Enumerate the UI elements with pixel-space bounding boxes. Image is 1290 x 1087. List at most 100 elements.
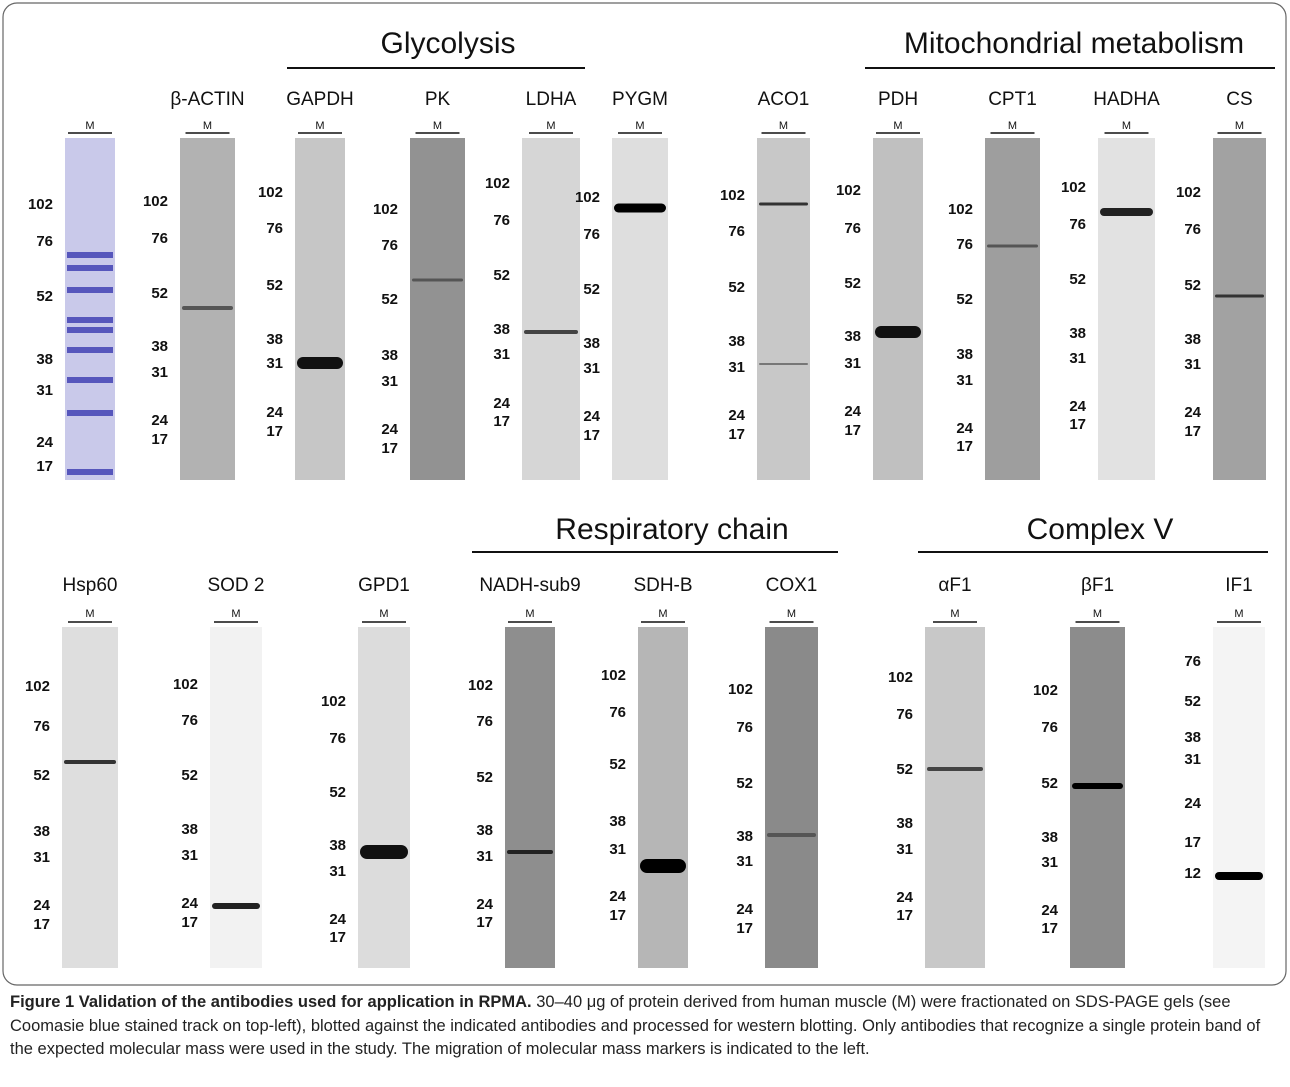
marker-label: 76 (476, 713, 493, 730)
marker-label: 76 (329, 730, 346, 747)
marker-label: 76 (583, 226, 600, 243)
marker-label: 38 (1184, 331, 1201, 348)
marker-label: 52 (609, 756, 626, 773)
blot-label: GAPDH (286, 89, 354, 110)
lane-label: M (779, 120, 788, 132)
marker-label: 31 (1069, 350, 1086, 367)
marker-label: 31 (896, 841, 913, 858)
marker-label: 17 (609, 907, 626, 924)
lane-label: M (1234, 608, 1243, 620)
band (64, 760, 116, 764)
marker-label: 24 (609, 888, 626, 905)
lane-label: M (525, 608, 534, 620)
marker-label: 31 (844, 355, 861, 372)
marker-label: 76 (493, 212, 510, 229)
band (1072, 783, 1123, 789)
marker-label: 24 (736, 901, 753, 918)
marker-label: 76 (896, 706, 913, 723)
marker-label: 52 (181, 767, 198, 784)
blot-strip (873, 138, 923, 480)
marker-label: 17 (728, 426, 745, 443)
stained-band (67, 410, 113, 416)
marker-label: 17 (33, 916, 50, 933)
stained-band (67, 377, 113, 383)
marker-label: 102 (948, 201, 973, 218)
marker-label: 24 (181, 895, 198, 912)
marker-label: 52 (736, 775, 753, 792)
stained-band (67, 252, 113, 258)
marker-label: 52 (36, 288, 53, 305)
marker-label: 38 (956, 346, 973, 363)
lane-label: M (658, 608, 667, 620)
marker-label: 102 (720, 187, 745, 204)
marker-label: 12 (1184, 865, 1201, 882)
band (1215, 872, 1263, 880)
blot-strip (410, 138, 465, 480)
blot-strip (1213, 627, 1265, 968)
stained-band (67, 327, 113, 333)
marker-label: 52 (896, 761, 913, 778)
blot-label: CPT1 (988, 89, 1037, 110)
marker-label: 24 (1184, 795, 1201, 812)
marker-label: 102 (575, 189, 600, 206)
marker-label: 17 (583, 427, 600, 444)
marker-label: 17 (956, 438, 973, 455)
blot-strip (985, 138, 1040, 480)
marker-label: 52 (33, 767, 50, 784)
marker-label: 102 (485, 175, 510, 192)
lane-label: M (203, 120, 212, 132)
marker-label: 31 (181, 847, 198, 864)
marker-label: 76 (1069, 216, 1086, 233)
marker-label: 17 (36, 458, 53, 475)
band (1215, 295, 1264, 298)
marker-label: 38 (181, 821, 198, 838)
marker-label: 24 (583, 408, 600, 425)
marker-label: 76 (956, 236, 973, 253)
marker-label: 38 (476, 822, 493, 839)
group-title: Mitochondrial metabolism (904, 27, 1244, 60)
marker-label: 17 (493, 413, 510, 430)
marker-label: 102 (258, 184, 283, 201)
blot-label: Hsp60 (63, 575, 118, 596)
marker-label: 31 (36, 382, 53, 399)
blot-strip (65, 138, 115, 480)
caption-title: Figure 1 Validation of the antibodies us… (10, 993, 532, 1011)
marker-label: 17 (1041, 920, 1058, 937)
marker-label: 76 (1041, 719, 1058, 736)
blot-strip (1213, 138, 1266, 480)
marker-label: 76 (33, 718, 50, 735)
marker-label: 38 (896, 815, 913, 832)
marker-label: 76 (1184, 221, 1201, 238)
marker-label: 76 (728, 223, 745, 240)
marker-label: 38 (329, 837, 346, 854)
blot-strip (62, 627, 118, 968)
blot-label: SDH-B (633, 575, 692, 596)
blot-strip (210, 627, 262, 968)
blot-label: ACO1 (758, 89, 810, 110)
marker-label: 38 (583, 335, 600, 352)
blot-label: COX1 (766, 575, 818, 596)
band (182, 306, 233, 310)
lane-label: M (85, 608, 94, 620)
marker-label: 17 (736, 920, 753, 937)
blot-label: IF1 (1225, 575, 1252, 596)
lane-label: M (787, 608, 796, 620)
marker-label: 17 (381, 440, 398, 457)
marker-label: 24 (844, 403, 861, 420)
blot-label: βF1 (1081, 575, 1114, 596)
blot-strip (1098, 138, 1155, 480)
marker-label: 52 (151, 285, 168, 302)
band (297, 357, 343, 369)
marker-label: 102 (373, 201, 398, 218)
marker-label: 76 (36, 233, 53, 250)
marker-label: 24 (728, 407, 745, 424)
marker-label: 102 (1033, 682, 1058, 699)
lane-label: M (950, 608, 959, 620)
marker-label: 24 (36, 434, 53, 451)
band (614, 204, 666, 213)
marker-label: 31 (609, 841, 626, 858)
blot-strip (358, 627, 410, 968)
lane-label: M (1093, 608, 1102, 620)
marker-label: 17 (476, 914, 493, 931)
